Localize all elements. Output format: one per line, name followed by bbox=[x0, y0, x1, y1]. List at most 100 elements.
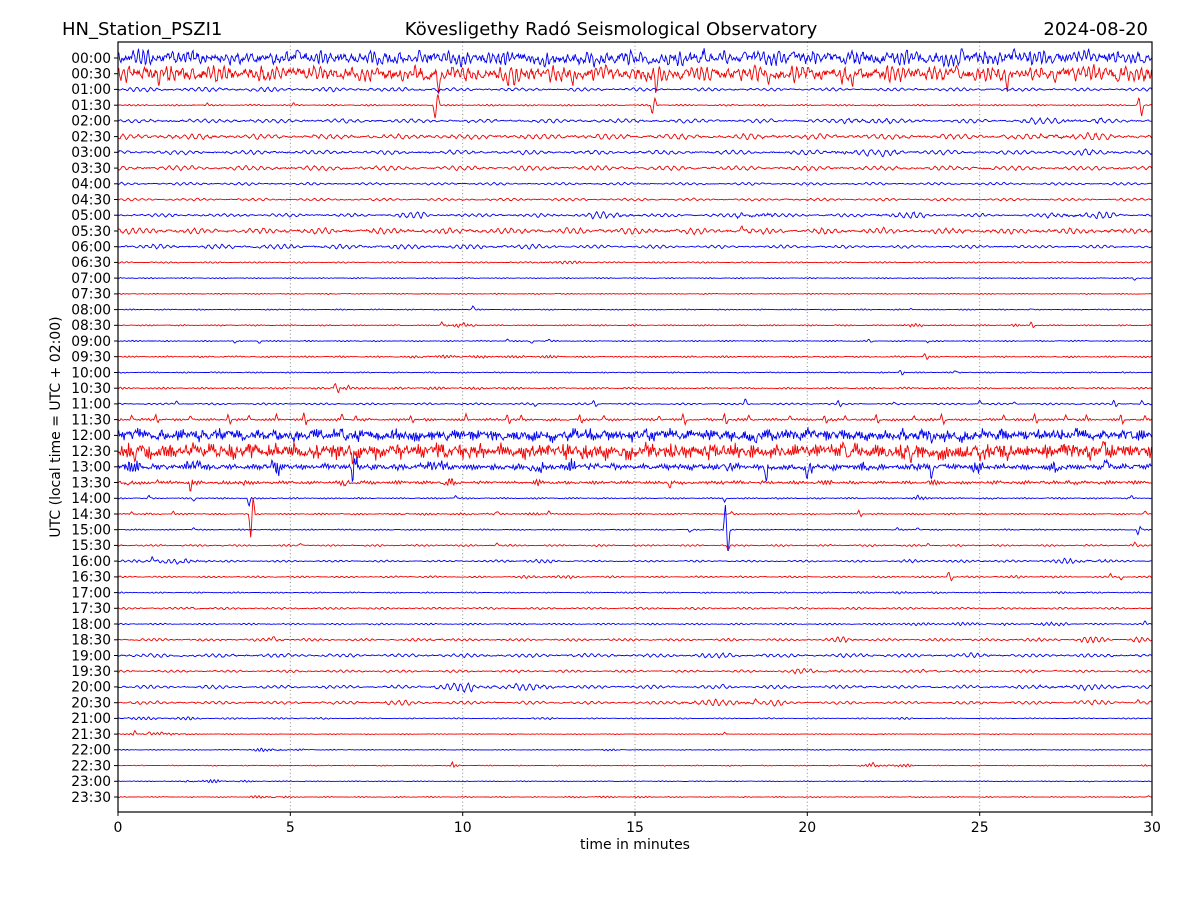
y-tick-label-22:00: 22:00 bbox=[71, 743, 111, 759]
y-tick-label-00:30: 00:30 bbox=[71, 67, 111, 83]
y-tick-label-10:00: 10:00 bbox=[71, 365, 111, 381]
y-tick-label-02:30: 02:30 bbox=[71, 129, 111, 145]
y-tick-label-11:30: 11:30 bbox=[71, 412, 111, 428]
y-tick-label-00:00: 00:00 bbox=[71, 51, 111, 67]
y-tick-label-06:00: 06:00 bbox=[71, 240, 111, 256]
y-tick-label-19:30: 19:30 bbox=[71, 664, 111, 680]
trace-13:00 bbox=[118, 456, 1152, 483]
trace-18:30 bbox=[118, 636, 1152, 644]
trace-21:00 bbox=[118, 716, 1152, 721]
trace-14:30 bbox=[118, 498, 1152, 538]
trace-17:00 bbox=[118, 590, 1152, 595]
y-tick-label-17:00: 17:00 bbox=[71, 585, 111, 601]
y-tick-label-20:00: 20:00 bbox=[71, 680, 111, 696]
trace-04:30 bbox=[118, 197, 1152, 202]
x-tick-label-20: 20 bbox=[798, 820, 816, 836]
x-tick-label-30: 30 bbox=[1143, 820, 1161, 836]
y-tick-label-06:30: 06:30 bbox=[71, 255, 111, 271]
trace-01:30 bbox=[118, 94, 1152, 119]
trace-03:30 bbox=[118, 164, 1152, 172]
y-tick-label-18:30: 18:30 bbox=[71, 633, 111, 649]
trace-20:00 bbox=[118, 682, 1152, 694]
trace-16:30 bbox=[118, 572, 1152, 582]
trace-11:00 bbox=[118, 398, 1152, 408]
trace-16:00 bbox=[118, 555, 1152, 565]
y-tick-label-17:30: 17:30 bbox=[71, 601, 111, 617]
y-tick-label-11:00: 11:00 bbox=[71, 397, 111, 413]
trace-05:00 bbox=[118, 211, 1152, 220]
x-tick-label-15: 15 bbox=[626, 820, 644, 836]
trace-01:00 bbox=[118, 86, 1152, 93]
trace-21:30 bbox=[118, 730, 1152, 736]
y-tick-label-05:00: 05:00 bbox=[71, 208, 111, 224]
trace-08:30 bbox=[118, 320, 1152, 329]
date-label: 2024-08-20 bbox=[1043, 19, 1148, 40]
trace-02:30 bbox=[118, 131, 1152, 141]
trace-07:30 bbox=[118, 292, 1152, 296]
observatory-title: Kövesligethy Radó Seismological Observat… bbox=[404, 19, 818, 40]
y-tick-label-19:00: 19:00 bbox=[71, 648, 111, 664]
trace-07:00 bbox=[118, 276, 1152, 281]
x-axis-label: time in minutes bbox=[580, 837, 690, 853]
trace-10:30 bbox=[118, 382, 1152, 394]
trace-08:00 bbox=[118, 305, 1152, 311]
y-tick-label-05:30: 05:30 bbox=[71, 224, 111, 240]
x-tick-label-10: 10 bbox=[454, 820, 472, 836]
trace-22:00 bbox=[118, 747, 1152, 753]
y-tick-label-14:00: 14:00 bbox=[71, 491, 111, 507]
trace-23:30 bbox=[118, 795, 1152, 799]
y-tick-label-01:30: 01:30 bbox=[71, 98, 111, 114]
trace-09:30 bbox=[118, 352, 1152, 361]
trace-02:00 bbox=[118, 116, 1152, 126]
trace-15:30 bbox=[118, 541, 1152, 551]
y-tick-label-09:00: 09:00 bbox=[71, 334, 111, 350]
y-tick-label-12:00: 12:00 bbox=[71, 428, 111, 444]
x-tick-label-0: 0 bbox=[114, 820, 123, 836]
y-tick-label-04:00: 04:00 bbox=[71, 177, 111, 193]
y-tick-label-21:30: 21:30 bbox=[71, 727, 111, 743]
station-title: HN_Station_PSZI1 bbox=[62, 19, 223, 40]
y-tick-label-23:30: 23:30 bbox=[71, 790, 111, 806]
y-tick-label-07:30: 07:30 bbox=[71, 287, 111, 303]
y-tick-label-20:30: 20:30 bbox=[71, 696, 111, 712]
trace-18:00 bbox=[118, 620, 1152, 627]
trace-06:30 bbox=[118, 260, 1152, 265]
y-tick-label-07:00: 07:00 bbox=[71, 271, 111, 287]
y-tick-label-09:30: 09:30 bbox=[71, 350, 111, 366]
y-tick-label-10:30: 10:30 bbox=[71, 381, 111, 397]
trace-11:30 bbox=[118, 412, 1152, 427]
trace-15:00 bbox=[118, 504, 1152, 552]
trace-23:00 bbox=[118, 778, 1152, 784]
y-tick-label-02:00: 02:00 bbox=[71, 114, 111, 130]
y-tick-label-08:30: 08:30 bbox=[71, 318, 111, 334]
y-tick-label-15:00: 15:00 bbox=[71, 523, 111, 539]
trace-06:00 bbox=[118, 243, 1152, 250]
trace-10:00 bbox=[118, 370, 1152, 376]
trace-19:30 bbox=[118, 667, 1152, 675]
y-tick-label-13:30: 13:30 bbox=[71, 475, 111, 491]
trace-12:00 bbox=[118, 426, 1152, 444]
y-tick-label-03:30: 03:30 bbox=[71, 161, 111, 177]
trace-19:00 bbox=[118, 651, 1152, 659]
trace-05:30 bbox=[118, 225, 1152, 236]
trace-14:00 bbox=[118, 494, 1152, 508]
trace-13:30 bbox=[118, 477, 1152, 492]
y-tick-label-03:00: 03:00 bbox=[71, 145, 111, 161]
y-tick-label-18:00: 18:00 bbox=[71, 617, 111, 633]
y-tick-label-16:30: 16:30 bbox=[71, 570, 111, 586]
trace-04:00 bbox=[118, 181, 1152, 186]
trace-00:30 bbox=[118, 63, 1152, 94]
traces-group bbox=[118, 47, 1152, 799]
x-tick-label-5: 5 bbox=[286, 820, 295, 836]
y-tick-label-01:00: 01:00 bbox=[71, 82, 111, 98]
y-tick-label-04:30: 04:30 bbox=[71, 192, 111, 208]
trace-09:00 bbox=[118, 338, 1152, 344]
trace-12:30 bbox=[118, 440, 1152, 465]
y-tick-label-08:00: 08:00 bbox=[71, 302, 111, 318]
y-tick-label-12:30: 12:30 bbox=[71, 444, 111, 460]
trace-22:30 bbox=[118, 760, 1152, 769]
y-tick-label-13:00: 13:00 bbox=[71, 460, 111, 476]
y-tick-label-15:30: 15:30 bbox=[71, 538, 111, 554]
